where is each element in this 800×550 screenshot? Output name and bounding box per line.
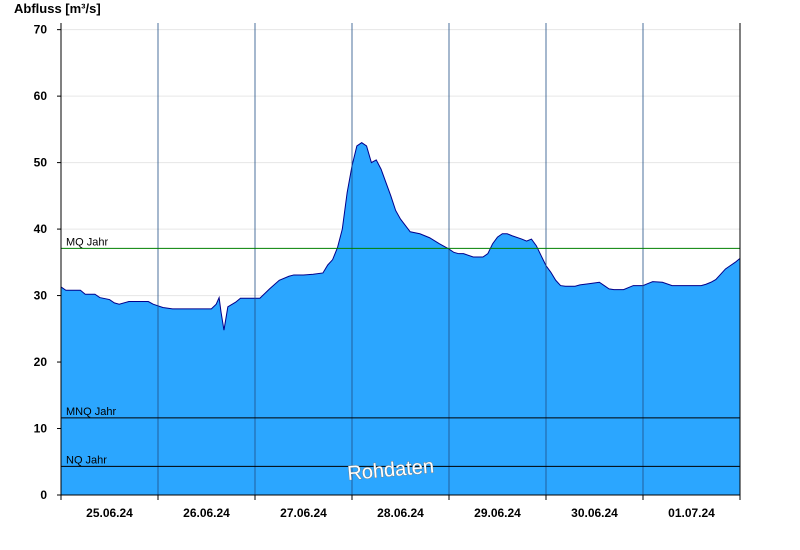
- axes: [60, 23, 741, 496]
- reference-lines: MQ Jahr MNQ Jahr NQ Jahr: [61, 236, 740, 467]
- y-axis-title: Abfluss [m³/s]: [14, 1, 101, 16]
- reference-line-label: MQ Jahr: [66, 236, 109, 248]
- x-tick-label: 28.06.24: [377, 506, 424, 520]
- y-tick-label: 70: [34, 23, 48, 37]
- x-tick-label: 26.06.24: [183, 506, 230, 520]
- discharge-line: [60, 142, 741, 331]
- x-ticks: 25.06.24 26.06.24 27.06.24 28.06.24 29.06.24…: [60, 495, 741, 520]
- reference-line-label: MNQ Jahr: [66, 406, 116, 418]
- y-tick-label: 30: [34, 289, 48, 303]
- y-tick-label: 60: [34, 89, 48, 103]
- discharge-area: [61, 142, 740, 495]
- y-tick-label: 10: [34, 422, 48, 436]
- y-ticks: 0 10 20 30 40 50 60 70: [34, 23, 61, 502]
- y-tick-label: 50: [34, 156, 48, 170]
- x-tick-label: 30.06.24: [571, 506, 618, 520]
- x-tick-label: 27.06.24: [280, 506, 327, 520]
- y-tick-label: 0: [40, 488, 47, 502]
- x-tick-label: 01.07.24: [668, 506, 715, 520]
- y-tick-label: 20: [34, 355, 48, 369]
- day-boundaries: [157, 23, 644, 495]
- x-tick-label: 29.06.24: [474, 506, 521, 520]
- reference-line-label: NQ Jahr: [66, 454, 107, 466]
- y-tick-label: 40: [34, 222, 48, 236]
- x-tick-label: 25.06.24: [86, 506, 133, 520]
